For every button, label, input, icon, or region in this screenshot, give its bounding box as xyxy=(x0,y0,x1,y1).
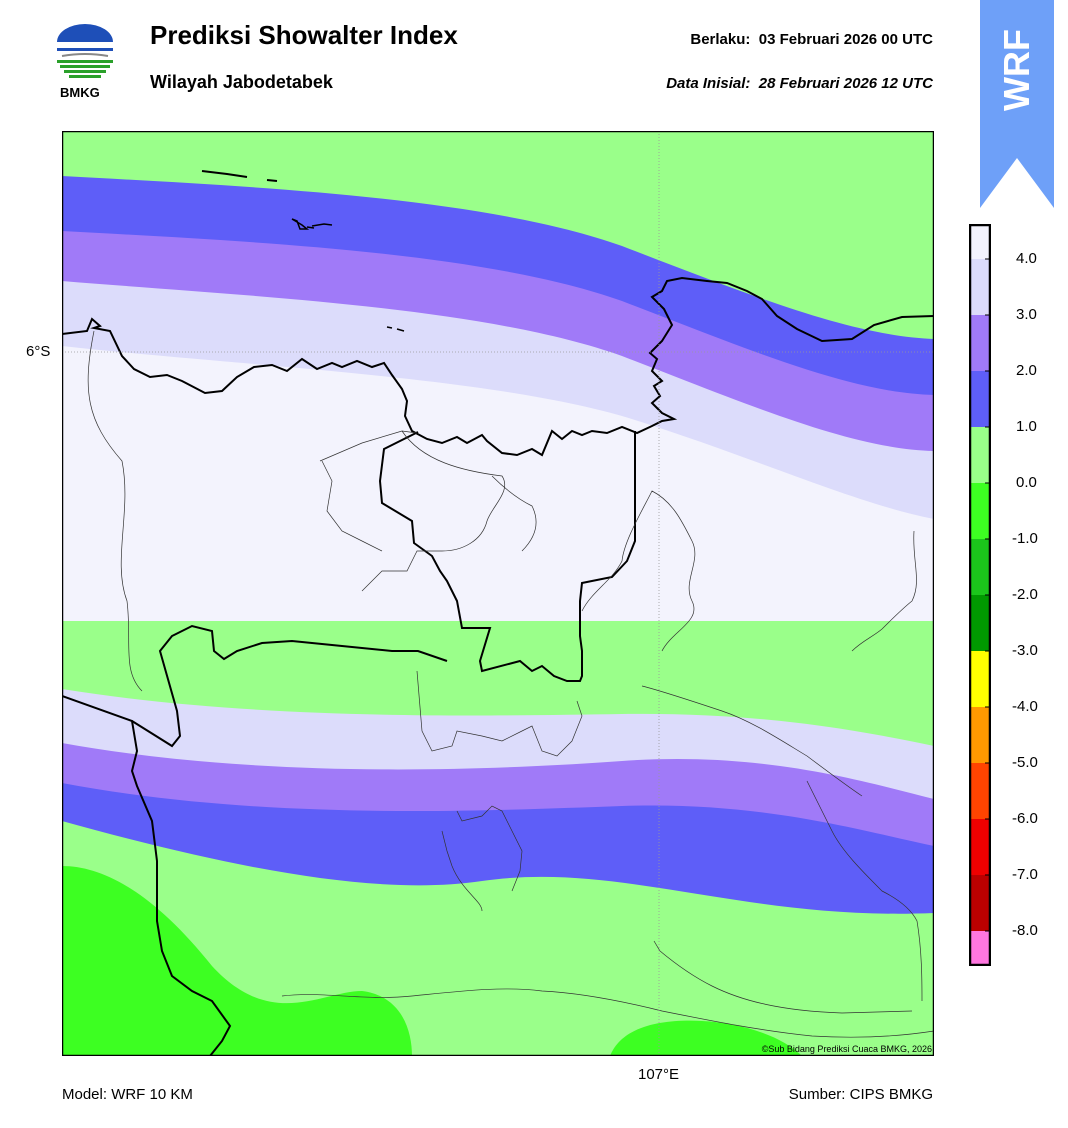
colorbar-label: -5.0 xyxy=(1012,754,1038,771)
colorbar-swatch xyxy=(969,315,991,371)
colorbar-label: -2.0 xyxy=(1012,586,1038,603)
lon-label: 107°E xyxy=(638,1066,680,1083)
admin-boundaries xyxy=(87,330,935,1038)
init-time: Data Inisial: 28 Februari 2026 12 UTC xyxy=(666,75,933,92)
bmkg-logo xyxy=(54,22,116,86)
valid-label: Berlaku: xyxy=(690,31,751,48)
colorbar-label: -6.0 xyxy=(1012,810,1038,827)
wrf-badge: WRF xyxy=(980,0,1054,208)
colorbar-label: 0.0 xyxy=(1016,474,1037,491)
colorbar-label: -3.0 xyxy=(1012,642,1038,659)
map-panel: ©Sub Bidang Prediksi Cuaca BMKG, 2026 xyxy=(60,129,936,1058)
colorbar-swatch xyxy=(969,539,991,595)
logo-text: BMKG xyxy=(60,85,100,100)
colorbar-swatch xyxy=(969,427,991,483)
colorbar-label: -4.0 xyxy=(1012,698,1038,715)
band-green-south xyxy=(62,821,934,1056)
coastline xyxy=(61,170,935,1057)
init-value: 28 Februari 2026 12 UTC xyxy=(758,75,933,92)
colorbar-label: -8.0 xyxy=(1012,922,1038,939)
copyright-note: ©Sub Bidang Prediksi Cuaca BMKG, 2026 xyxy=(761,1044,932,1054)
model-label: Model: WRF 10 KM xyxy=(62,1086,193,1103)
colorbar-swatch xyxy=(969,595,991,651)
colorbar-label: 3.0 xyxy=(1016,306,1037,323)
map-svg xyxy=(60,129,936,1058)
patch-bright-green-s xyxy=(610,1020,802,1056)
colorbar-swatch xyxy=(969,931,991,966)
colorbar-label: 2.0 xyxy=(1016,362,1037,379)
colorbar-swatch xyxy=(969,483,991,539)
colorbar-swatch xyxy=(969,651,991,707)
colorbar-swatch xyxy=(969,371,991,427)
colorbar-label: -1.0 xyxy=(1012,530,1038,547)
colorbar-label: -7.0 xyxy=(1012,866,1038,883)
colorbar-labels: 4.0 3.0 2.0 1.0 0.0 -1.0 -2.0 -3.0 -4.0 -5.0 -6.0 -… xyxy=(996,224,1056,966)
colorbar-swatch xyxy=(969,875,991,931)
wrf-badge-text: WRF xyxy=(996,29,1037,111)
page-title: Prediksi Showalter Index xyxy=(150,20,458,50)
colorbar-label: 1.0 xyxy=(1016,418,1037,435)
patch-bright-green-sw xyxy=(62,866,412,1056)
bmkg-logo-icon xyxy=(57,24,113,78)
colorbar-swatch xyxy=(969,224,991,259)
band-white-center xyxy=(62,346,934,621)
colorbar-swatch xyxy=(969,763,991,819)
wrf-badge-shape xyxy=(980,0,1054,208)
valid-time: Berlaku: 03 Februari 2026 00 UTC xyxy=(690,31,933,48)
colorbar-label: 4.0 xyxy=(1016,250,1037,267)
graticule xyxy=(62,131,934,1056)
source-label: Sumber: CIPS BMKG xyxy=(788,1086,933,1103)
colorbar-swatch xyxy=(969,819,991,875)
colorbar-svg xyxy=(968,223,992,967)
lat-label: 6°S xyxy=(26,343,51,360)
page-subtitle: Wilayah Jabodetabek xyxy=(150,72,333,92)
init-label: Data Inisial: xyxy=(666,75,751,92)
colorbar-swatch xyxy=(969,259,991,315)
colorbar xyxy=(968,223,992,967)
colorbar-swatch xyxy=(969,707,991,763)
valid-value: 03 Februari 2026 00 UTC xyxy=(758,31,933,48)
